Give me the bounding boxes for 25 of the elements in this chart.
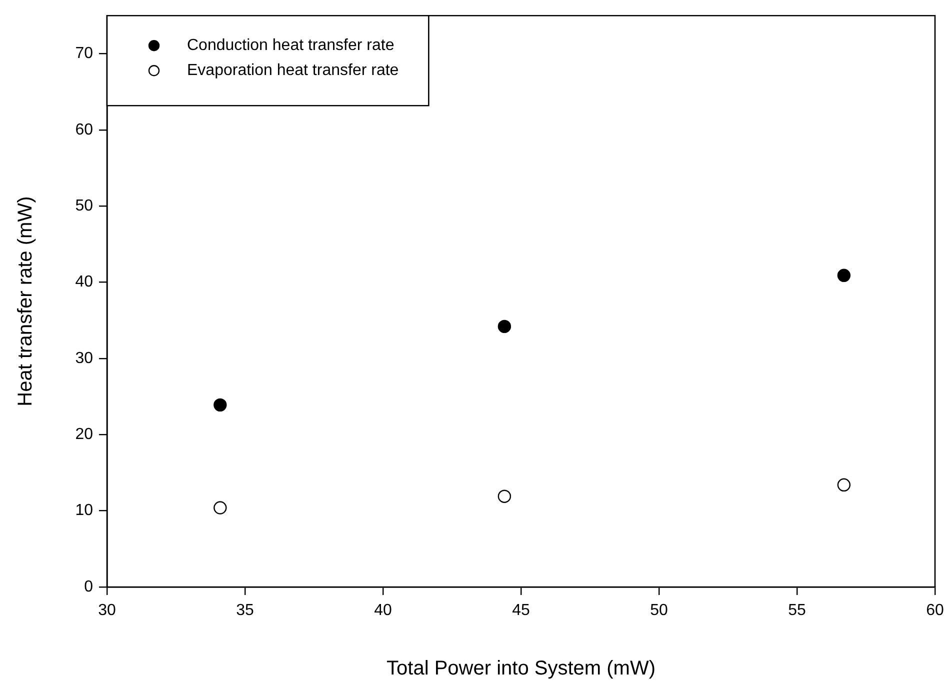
point [214,501,227,514]
y-tick-label: 70 [75,45,94,62]
point [498,490,512,503]
point [498,320,512,334]
y-tick-label: 30 [75,350,94,367]
legend-label: Conduction heat transfer rate [187,37,394,54]
x-axis-title: Total Power into System (mW) [386,658,656,680]
y-tick-label: 50 [75,197,94,214]
y-tick-label: 0 [84,578,94,596]
legend-label: Evaporation heat transfer rate [187,62,399,80]
y-tick-label: 10 [75,502,94,520]
x-tick-label: 45 [512,602,530,620]
x-tick-label: 35 [236,602,254,620]
x-tick-label: 50 [650,602,668,620]
y-tick-label: 40 [75,274,94,291]
y-tick-label: 20 [75,426,94,444]
x-tick-label: 30 [98,602,116,620]
y-axis-title: Heat transfer rate (mW) [14,196,37,406]
x-tick-label: 40 [374,602,392,620]
x-tick-label: 60 [926,602,944,620]
x-tick-label: 55 [788,602,806,620]
point [214,398,227,412]
point [837,478,851,492]
y-tick-label: 60 [75,121,94,138]
point [837,268,851,282]
